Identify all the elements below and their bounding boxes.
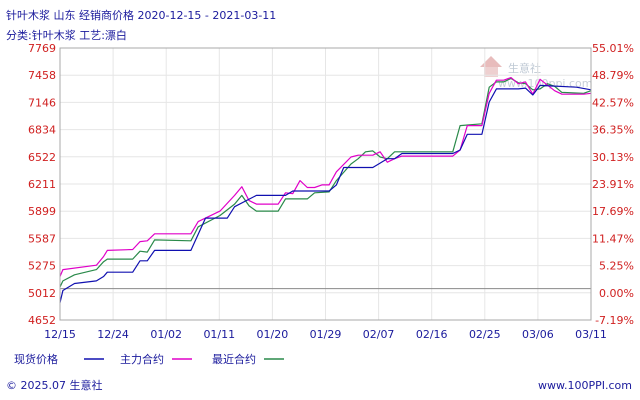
y-right-tick-label: 11.47% <box>592 232 634 245</box>
y-right-tick-label: 48.79% <box>592 69 634 82</box>
y-left-tick-label: 7769 <box>28 42 56 55</box>
series-line <box>59 84 592 303</box>
y-axis-right: 55.01% 48.79% 42.57% 36.35% 30.13% 23.91% 17.6… <box>592 42 634 327</box>
y-right-tick-label: 36.35% <box>592 124 634 137</box>
x-tick-label: 01/02 <box>150 328 182 341</box>
x-tick-label: 01/29 <box>310 328 342 341</box>
legend: 现货价格 主力合约 最近合约 <box>14 352 284 366</box>
watermark: 生意社 www.100ppi.com <box>480 56 592 90</box>
watermark-logo-icon <box>480 56 502 77</box>
x-tick-label: 12/24 <box>97 328 129 341</box>
y-left-tick-label: 6211 <box>28 178 56 191</box>
x-tick-label: 02/07 <box>363 328 395 341</box>
x-tick-label: 01/11 <box>203 328 235 341</box>
footer-site: www.100PPI.com <box>538 379 632 392</box>
y-right-tick-label: 55.01% <box>592 42 634 55</box>
y-left-tick-label: 5275 <box>28 260 56 273</box>
footer-copyright: © 2025.07 生意社 <box>6 378 102 392</box>
y-right-tick-label: 0.00% <box>599 287 634 300</box>
x-axis: 12/15 12/24 01/02 01/11 01/20 01/29 02/07 02/16… <box>44 328 607 341</box>
x-tick-label: 12/15 <box>44 328 76 341</box>
x-tick-label: 02/25 <box>469 328 501 341</box>
y-left-tick-label: 6522 <box>28 151 56 164</box>
chart-subtitle: 分类:针叶木浆 工艺:漂白 <box>6 28 127 42</box>
y-left-tick-label: 5012 <box>28 287 56 300</box>
series-line <box>59 77 592 277</box>
watermark-text: 生意社 <box>508 61 541 75</box>
x-tick-label: 02/16 <box>416 328 448 341</box>
y-left-tick-label: 7146 <box>28 96 56 109</box>
plot-frame <box>59 47 592 321</box>
x-tick-label: 01/20 <box>257 328 289 341</box>
y-left-tick-label: 7458 <box>28 69 56 82</box>
y-right-tick-label: 23.91% <box>592 178 634 191</box>
legend-label: 现货价格 <box>14 352 58 366</box>
y-right-tick-label: 17.69% <box>592 205 634 218</box>
legend-label: 主力合约 <box>120 352 164 366</box>
y-axis-left: 7769 7458 7146 6834 6522 6211 5899 5587 5275 5012… <box>28 42 56 327</box>
series-lines <box>59 77 592 303</box>
y-right-tick-label: -7.19% <box>595 314 634 327</box>
y-left-tick-label: 5899 <box>28 205 56 218</box>
y-right-tick-label: 30.13% <box>592 151 634 164</box>
chart-title: 针叶木浆 山东 经销商价格 2020-12-15 - 2021-03-11 <box>6 8 276 22</box>
y-right-tick-label: 42.57% <box>592 96 634 109</box>
y-left-tick-label: 6834 <box>28 124 56 137</box>
legend-label: 最近合约 <box>212 352 256 366</box>
y-left-tick-label: 5587 <box>28 232 56 245</box>
x-tick-label: 03/11 <box>575 328 607 341</box>
y-left-tick-label: 4652 <box>28 314 56 327</box>
y-right-tick-label: 5.25% <box>599 260 634 273</box>
x-tick-label: 03/06 <box>522 328 554 341</box>
